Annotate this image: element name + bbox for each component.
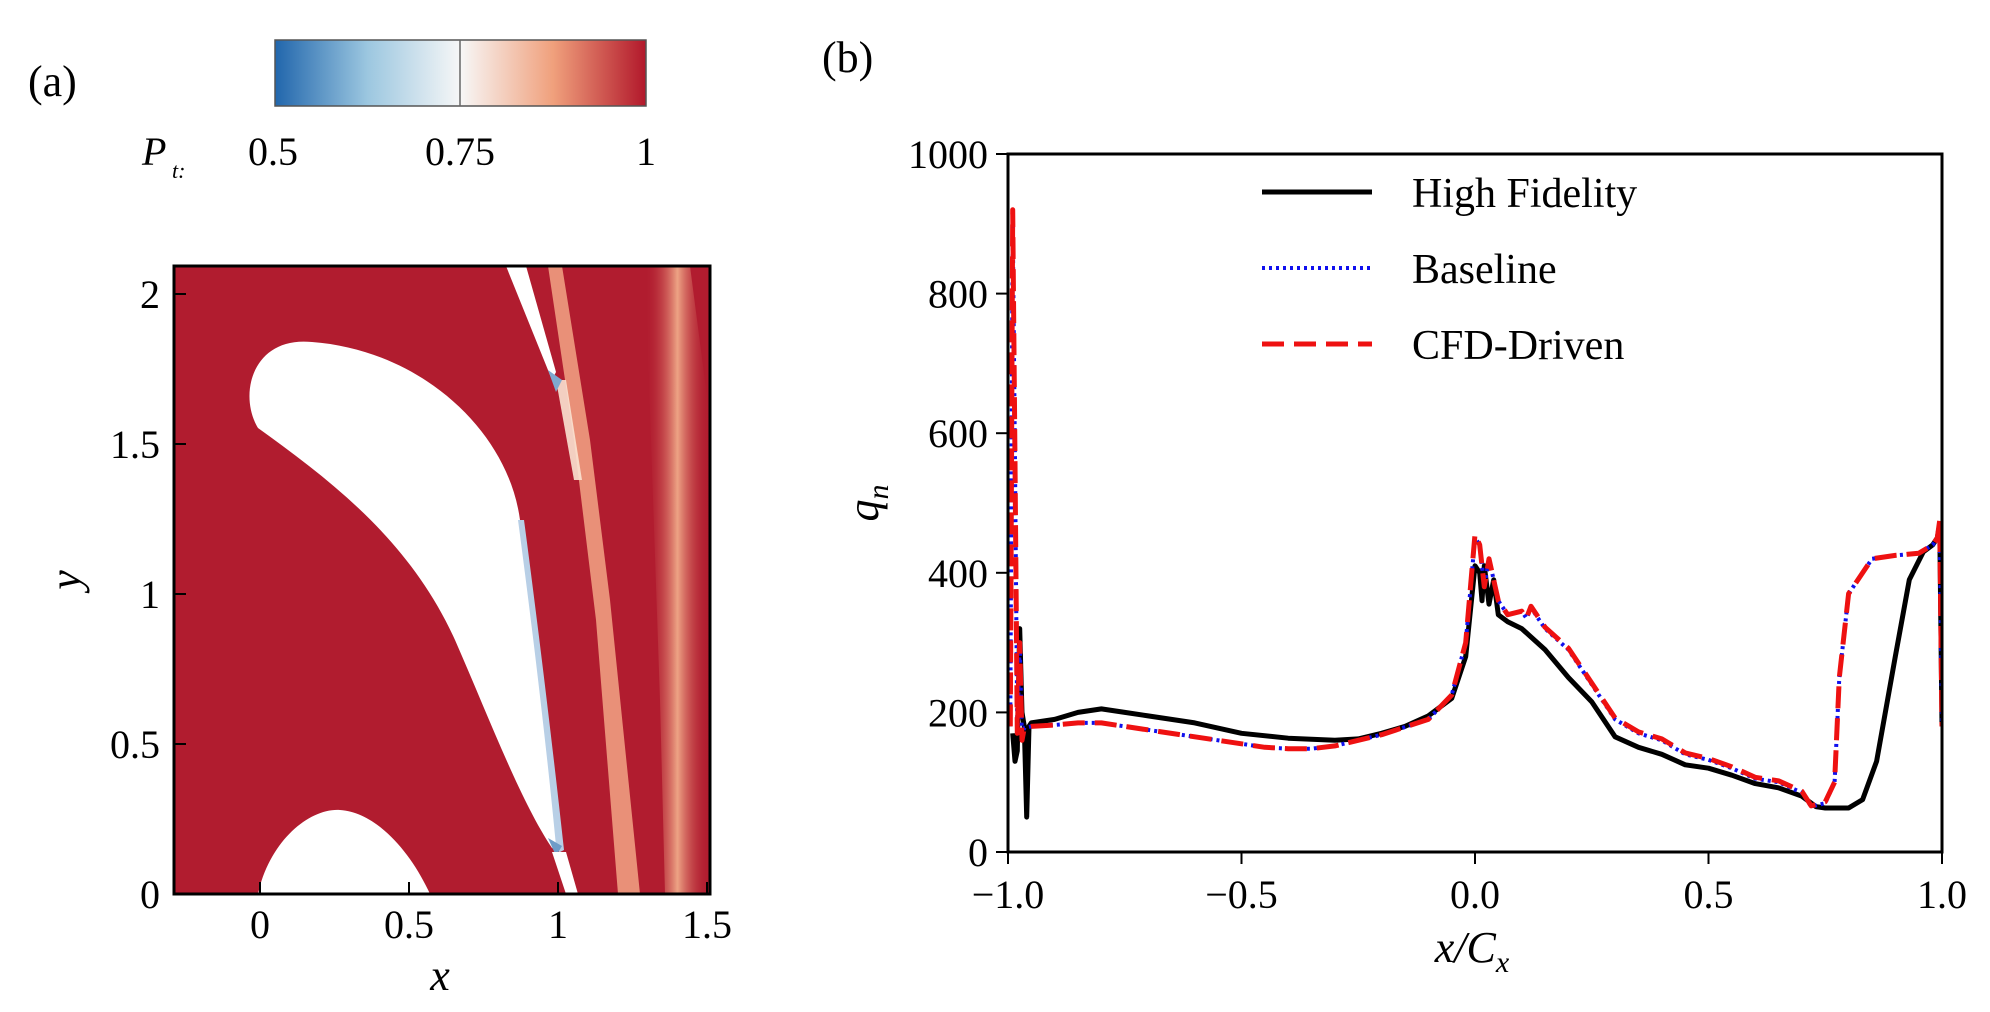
passage-gap-upper — [506, 266, 556, 380]
series-line-cfd-driven — [1008, 207, 1942, 809]
y-axis-title-main: q — [839, 500, 888, 522]
field-y-label: y — [41, 570, 90, 594]
lower-blade — [258, 809, 430, 894]
x-axis-title: x/Cx — [1434, 923, 1510, 979]
field-y-axis: 0 0.5 1 1.5 2 y — [41, 272, 186, 917]
field-y-tick: 0.5 — [110, 722, 160, 767]
field-y-tick: 0 — [140, 872, 160, 917]
colorbar-tick: 0.75 — [425, 129, 495, 174]
contour-field: 0 0.5 1 1.5 x 0 0.5 1 1.5 2 y — [41, 264, 732, 1000]
field-x-label: x — [429, 951, 450, 1000]
x-tick-label: 0.5 — [1684, 872, 1734, 917]
x-axis-title-main: x/C — [1434, 923, 1497, 972]
x-tick-label: 1.0 — [1917, 872, 1967, 917]
field-x-axis: 0 0.5 1 1.5 x — [250, 882, 732, 1000]
colorbar: P t: 0.5 0.75 1 — [141, 39, 656, 183]
colorbar-label-sub: t: — [172, 158, 185, 183]
legend-label: CFD-Driven — [1412, 323, 1624, 369]
outer-wake — [645, 266, 710, 894]
legend: High Fidelity Baseline CFD-Driven — [1262, 171, 1637, 369]
blade-boundary-layer — [518, 520, 564, 852]
legend-label: Baseline — [1412, 247, 1557, 293]
y-axis-title-sub: n — [862, 485, 895, 500]
colorbar-tick: 0.5 — [248, 129, 298, 174]
y-tick-label: 200 — [928, 690, 988, 735]
y-tick-label: 600 — [928, 411, 988, 456]
wake-core — [556, 380, 582, 480]
x-axis: −1.0 −0.5 0.0 0.5 1.0 — [972, 852, 1967, 917]
y-tick-label: 1000 — [908, 132, 988, 177]
turbine-blade — [249, 341, 561, 852]
x-tick-label: −1.0 — [972, 872, 1045, 917]
y-tick-label: 0 — [968, 830, 988, 875]
y-tick-label: 400 — [928, 551, 988, 596]
field-y-tick: 1 — [140, 572, 160, 617]
legend-label: High Fidelity — [1412, 171, 1637, 217]
low-pressure-spot — [548, 838, 562, 856]
field-frame — [172, 264, 712, 896]
field-x-tick: 1.5 — [682, 902, 732, 947]
y-axis-title: qn — [839, 485, 895, 522]
panel-b-label: (b) — [822, 33, 873, 82]
field-x-tick: 0 — [250, 902, 270, 947]
field-y-tick: 2 — [140, 272, 160, 317]
y-axis: 0 200 400 600 800 1000 — [908, 132, 1008, 875]
low-pressure-spot — [548, 370, 562, 392]
passage-gap-lower — [552, 852, 578, 894]
colorbar-tick: 1 — [636, 129, 656, 174]
colorbar-label: P — [141, 129, 166, 174]
line-chart: −1.0 −0.5 0.0 0.5 1.0 0 200 400 600 800 1000 x/Cx… — [839, 132, 1967, 979]
x-tick-label: −0.5 — [1205, 872, 1278, 917]
x-tick-label: 0.0 — [1450, 872, 1500, 917]
y-tick-label: 800 — [928, 272, 988, 317]
blade-wake — [548, 266, 640, 894]
x-axis-title-sub: x — [1495, 946, 1510, 979]
field-x-tick: 0.5 — [384, 902, 434, 947]
panel-a-label: (a) — [28, 57, 77, 106]
field-y-tick: 1.5 — [110, 422, 160, 467]
series-layer — [1008, 207, 1942, 820]
field-x-tick: 1 — [548, 902, 568, 947]
series-line-high-fidelity — [1010, 521, 1942, 820]
